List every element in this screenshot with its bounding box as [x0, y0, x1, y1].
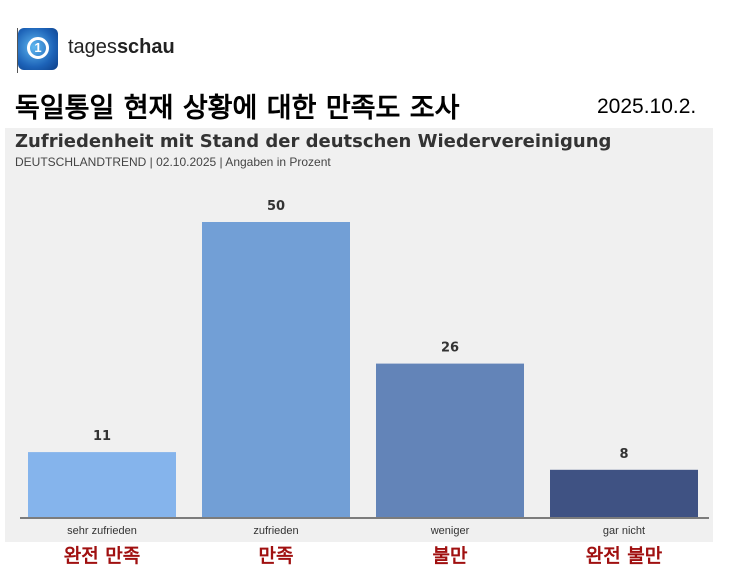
bar: [550, 469, 698, 517]
category-label: sehr zufrieden: [67, 525, 137, 537]
korean-label: 만족: [258, 545, 294, 567]
category-label: gar nicht: [603, 525, 645, 537]
bar: [202, 222, 350, 517]
data-label: 50: [267, 199, 285, 214]
korean-title: 독일통일 현재 상황에 대한 만족도 조사: [15, 93, 460, 124]
bar: [28, 452, 176, 517]
korean-label: 완전 불만: [585, 545, 663, 567]
category-label: weniger: [430, 525, 470, 537]
brand-bold: schau: [116, 36, 175, 58]
data-label: 11: [93, 429, 111, 444]
chart-title: Zufriedenheit mit Stand der deutschen Wi…: [15, 131, 612, 152]
korean-label: 불만: [432, 545, 468, 567]
brand-name: tagesschau: [68, 36, 175, 59]
data-label: 26: [441, 341, 459, 356]
category-label: zufrieden: [253, 525, 298, 537]
chart-subtitle: DEUTSCHLANDTREND | 02.10.2025 | Angaben …: [15, 155, 331, 169]
tagesschau-logo-icon: [18, 28, 58, 70]
data-label: 8: [619, 447, 628, 462]
brand-regular: tages: [68, 36, 117, 58]
korean-label: 완전 만족: [63, 545, 141, 567]
date: 2025.10.2.: [597, 95, 697, 118]
bar: [376, 363, 524, 517]
